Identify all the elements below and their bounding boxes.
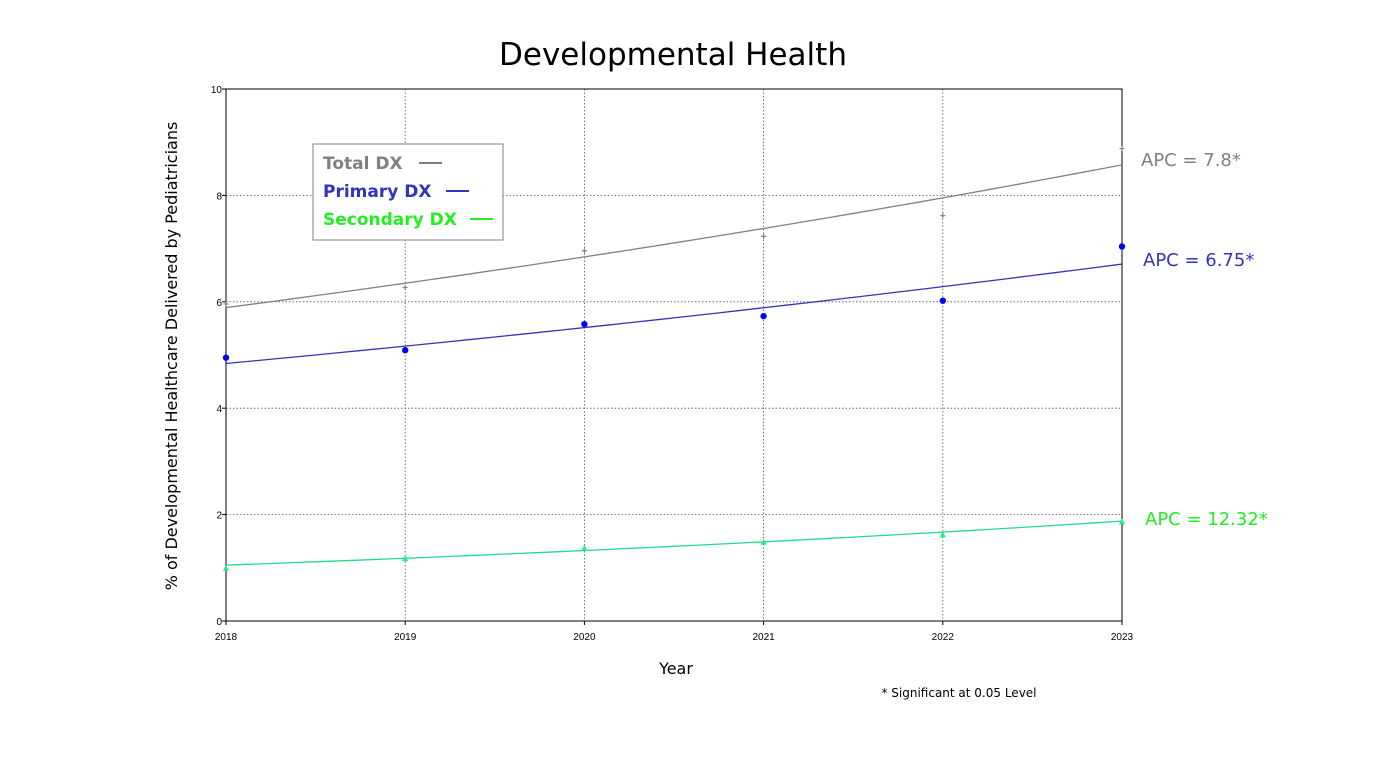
apc-label: APC = 6.75* (1143, 250, 1254, 271)
data-point (581, 320, 588, 328)
x-tick-label: 2023 (1111, 632, 1134, 643)
y-axis-title: % of Developmental Healthcare Delivered … (162, 122, 181, 591)
legend: Total DX Primary DX Secondary DX (312, 143, 504, 241)
y-tick-label: 4 (216, 404, 222, 415)
data-point (940, 213, 946, 219)
y-axis-ticks: 0 2 4 6 8 10 (211, 85, 226, 628)
legend-label: Primary DX (323, 182, 431, 202)
data-point (939, 531, 946, 538)
grid-lines (226, 89, 1122, 621)
x-tick-label: 2021 (752, 632, 775, 643)
apc-label: APC = 12.32* (1145, 509, 1268, 530)
data-point (222, 354, 230, 361)
data-point (223, 564, 229, 571)
data-point (760, 312, 767, 320)
data-point (581, 248, 587, 254)
legend-box (312, 143, 504, 241)
legend-label: Total DX (323, 154, 403, 174)
x-axis-ticks: 2018 2019 2020 2021 2022 2023 (215, 621, 1134, 643)
data-point (402, 555, 409, 562)
y-tick-label: 2 (216, 511, 222, 522)
fitted-trend-line (225, 164, 1123, 309)
x-tick-label: 2018 (215, 632, 238, 643)
apc-labels: APC = 7.8* APC = 6.75* APC = 12.32* (1141, 150, 1268, 530)
series-2 (223, 518, 1125, 571)
series-0 (223, 146, 1125, 309)
fitted-trend-line (225, 263, 1123, 365)
fitted-trend-line (225, 520, 1123, 566)
data-point (1119, 518, 1125, 525)
y-tick-label: 10 (211, 85, 223, 96)
data-point (1118, 243, 1126, 250)
series-layer (222, 146, 1126, 571)
y-tick-label: 6 (216, 298, 222, 309)
series-1 (222, 243, 1126, 365)
data-point (402, 284, 408, 290)
data-point (1119, 146, 1125, 152)
data-point (581, 544, 588, 551)
y-tick-label: 8 (216, 191, 222, 202)
legend-label: Secondary DX (323, 210, 457, 230)
data-point (402, 347, 409, 354)
data-point (939, 297, 946, 304)
x-axis-title: Year (658, 659, 693, 678)
chart-title: Developmental Health (499, 37, 847, 73)
data-point (760, 538, 767, 545)
x-tick-label: 2022 (932, 632, 955, 643)
x-tick-label: 2019 (394, 632, 417, 643)
data-point (223, 301, 229, 307)
x-tick-label: 2020 (573, 632, 596, 643)
data-point (761, 233, 767, 239)
legend-items: Total DX Primary DX Secondary DX (323, 154, 493, 230)
y-tick-label: 0 (216, 617, 222, 628)
significance-footnote: * Significant at 0.05 Level (881, 686, 1036, 700)
apc-label: APC = 7.8* (1141, 150, 1241, 171)
